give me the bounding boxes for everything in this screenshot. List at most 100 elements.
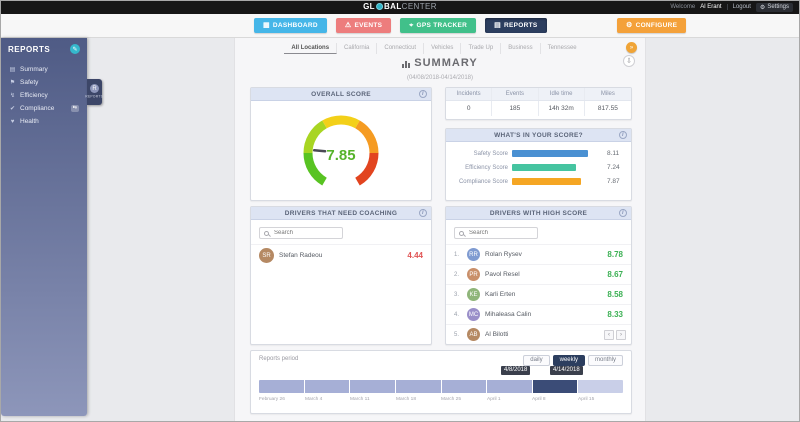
info-icon[interactable]: i	[619, 131, 627, 139]
reports-label: REPORTS	[504, 22, 538, 29]
info-icon[interactable]: i	[419, 209, 427, 217]
settings-label: Settings	[767, 4, 789, 10]
sidebar-item-label: Safety	[20, 79, 39, 86]
monthly-button[interactable]: monthly	[587, 355, 623, 367]
edit-icon[interactable]: ✎	[70, 44, 80, 54]
settings-button[interactable]: ⚙ Settings	[755, 2, 793, 12]
efficiency-score-label: Efficiency Score	[465, 164, 508, 171]
reports-button[interactable]: ▤ REPORTS	[485, 18, 547, 33]
gps-tracker-button[interactable]: ⌖ GPS TRACKER	[400, 18, 477, 33]
week-label: April 1	[486, 396, 501, 402]
score-breakdown-header: WHAT'S IN YOUR SCORE? i	[446, 129, 631, 142]
high-score-driver-row[interactable]: 1. RR Rolan Rysev 8.78	[446, 244, 631, 264]
logout-link[interactable]: Logout	[726, 4, 751, 10]
compliance-score-row: Compliance Score 7.87	[454, 178, 623, 185]
gauge-segment-yellow	[322, 115, 360, 129]
dashboard-button[interactable]: ▦ DASHBOARD	[254, 18, 327, 33]
timeline-week-labels: February 26 March 4 March 11 March 18 Ma…	[259, 396, 623, 402]
high-score-search-input[interactable]	[467, 229, 533, 237]
app-logo: GL BAL CENTER	[363, 2, 437, 11]
driver-avatar: SR	[259, 248, 274, 263]
sidebar-item-safety[interactable]: ⚑ Safety	[1, 76, 87, 89]
high-score-search-box	[454, 227, 538, 239]
stats-header-incidents: Incidents	[446, 88, 493, 100]
flyout-avatar: R	[90, 84, 99, 93]
info-icon[interactable]: i	[619, 209, 627, 217]
tab-connecticut[interactable]: Connecticut	[377, 43, 425, 54]
driver-rank: 1.	[454, 251, 460, 258]
tab-business[interactable]: Business	[501, 43, 541, 54]
week-label: April 8	[532, 396, 546, 402]
daily-button[interactable]: daily	[523, 355, 550, 367]
reports-sidebar: REPORTS ✎ ▤ Summary ⚑ Safety ↯ Efficienc…	[1, 38, 87, 416]
gauge-segment-green	[303, 152, 327, 186]
tab-tennessee[interactable]: Tennessee	[547, 45, 577, 51]
safety-score-bar	[512, 150, 589, 157]
driver-name: Pavol Resel	[485, 271, 520, 278]
high-score-header: DRIVERS WITH HIGH SCORE i	[446, 207, 631, 220]
sidebar-item-compliance[interactable]: ✔ Compliance ⇆	[1, 102, 87, 115]
sidebar-item-health[interactable]: ♥ Health	[1, 115, 87, 128]
coaching-header: DRIVERS THAT NEED COACHING i	[251, 207, 431, 220]
driver-rank: 4.	[454, 311, 460, 318]
more-tabs-button[interactable]: »	[626, 42, 637, 53]
sidebar-header: REPORTS ✎	[1, 38, 87, 58]
gauge-needle	[312, 148, 327, 153]
driver-name: Karli Erten	[485, 291, 516, 298]
weekly-button[interactable]: weekly	[552, 355, 585, 367]
high-score-driver-row[interactable]: 2. PR Pavol Resel 8.67	[446, 264, 631, 284]
safety-score-row: Safety Score 8.11	[454, 150, 623, 157]
sidebar-items: ▤ Summary ⚑ Safety ↯ Efficiency ✔ Compli…	[1, 58, 87, 128]
driver-name: Rolan Rysev	[485, 251, 522, 258]
timeline-segment[interactable]	[304, 380, 351, 393]
period-buttons: daily weekly monthly	[523, 355, 623, 367]
globe-icon	[375, 3, 383, 10]
tab-trade-up[interactable]: Trade Up	[461, 43, 502, 54]
coaching-drivers-card: DRIVERS THAT NEED COACHING i SR Stefan R…	[250, 206, 432, 345]
timeline-segment[interactable]	[395, 380, 442, 393]
info-icon[interactable]: i	[419, 90, 427, 98]
tab-all-locations[interactable]: All Locations	[284, 43, 338, 54]
driver-score: 4.44	[407, 251, 423, 260]
configure-button[interactable]: ⚙ CONFIGURE	[617, 18, 687, 33]
stats-header-idle-time: Idle time	[539, 88, 585, 100]
download-report-button[interactable]: ⇩	[623, 55, 635, 67]
logo-text-left: GL	[363, 2, 375, 11]
reports-flyout-tab[interactable]: R REPORTS	[86, 79, 103, 105]
summary-title-block: SUMMARY (04/08/2018-04/14/2018)	[235, 55, 645, 81]
overall-score-header: OVERALL SCORE i	[251, 88, 431, 101]
high-score-pagination: ‹ ›	[604, 330, 626, 340]
coaching-driver-row[interactable]: SR Stefan Radeou 4.44	[251, 244, 431, 266]
timeline-segment[interactable]	[259, 380, 305, 393]
score-breakdown-card: WHAT'S IN YOUR SCORE? i Safety Score 8.1…	[445, 128, 632, 201]
prev-page-button[interactable]: ‹	[604, 330, 614, 340]
user-name: Al Erant	[700, 4, 722, 10]
health-heart-icon: ♥	[10, 118, 15, 125]
events-button[interactable]: ⚠ EVENTS	[335, 18, 392, 33]
main-nav-toolbar: ▦ DASHBOARD ⚠ EVENTS ⌖ GPS TRACKER ▤ REP…	[1, 14, 799, 38]
compliance-toggle-badge[interactable]: ⇆	[70, 105, 79, 112]
efficiency-score-value: 7.24	[607, 164, 620, 171]
high-score-driver-row[interactable]: 4. MC Mihaleasa Calin 8.33	[446, 304, 631, 324]
coaching-search-input[interactable]	[272, 229, 338, 237]
driver-name: Mihaleasa Calin	[485, 311, 532, 318]
gauge-segment-red	[355, 152, 379, 186]
next-page-button[interactable]: ›	[616, 330, 626, 340]
tab-california[interactable]: California	[337, 43, 378, 54]
configure-icon: ⚙	[626, 22, 633, 29]
efficiency-score-row: Efficiency Score 7.24	[454, 164, 623, 171]
main-content: All Locations California Connecticut Veh…	[234, 38, 646, 421]
timeline-segment-selected[interactable]	[532, 380, 579, 393]
sidebar-item-summary[interactable]: ▤ Summary	[1, 63, 87, 76]
gauge-segment-yellowgreen	[303, 120, 327, 154]
sidebar-item-label: Efficiency	[20, 92, 48, 99]
tab-vehicles[interactable]: Vehicles	[424, 43, 462, 54]
timeline-segment[interactable]	[578, 380, 623, 393]
sidebar-item-efficiency[interactable]: ↯ Efficiency	[1, 89, 87, 102]
timeline-segment[interactable]	[441, 380, 488, 393]
timeline-segment[interactable]	[487, 380, 533, 393]
welcome-label: Welcome	[670, 4, 696, 10]
high-score-driver-row[interactable]: 3. KE Karli Erten 8.58	[446, 284, 631, 304]
timeline-segment[interactable]	[350, 380, 396, 393]
